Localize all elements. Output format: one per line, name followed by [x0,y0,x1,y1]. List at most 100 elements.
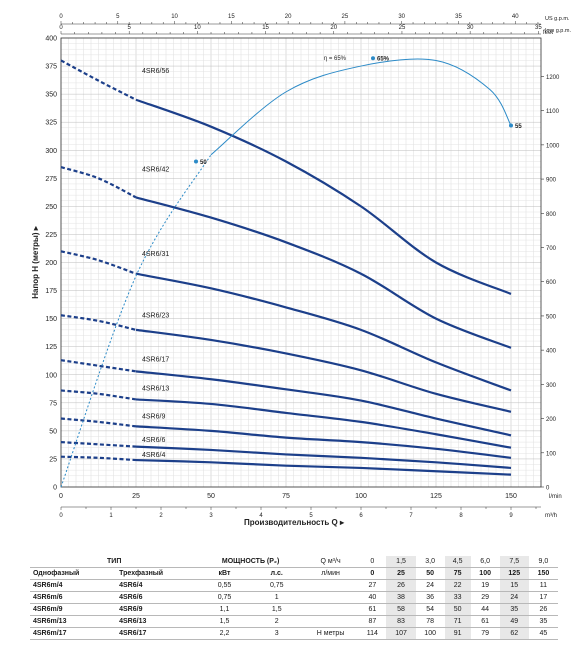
x-tick-label: 50 [207,493,215,500]
y-tick-label: 125 [45,344,57,351]
x-tick-label: 75 [282,493,290,500]
plot-frame [60,37,542,488]
y-tick-label: 400 [45,36,57,43]
table-row: 4SR6m/6 4SR6/6 0,75 1 40 38 36 33 29 24 17 [30,591,558,604]
header-three: Трехфазный [116,567,199,580]
power-hp: 0,75 [250,579,303,592]
efficiency-point [194,159,198,164]
q-m3h-cell: 4,5 [444,556,471,568]
y2-tick-label: 100 [546,451,557,457]
q-lmin-cell: 50 [415,567,445,580]
y2-tick-label: 1100 [546,109,560,115]
us-tick-label: 5 [116,14,120,20]
y2-tick-label: 800 [546,212,557,218]
x2-tick-label: 0 [59,513,63,519]
q-lmin-cell: 100 [470,567,500,580]
table-header-row: ТИП МОЩНОСТЬ (P₂) Q м³/ч 0 1,5 3,0 4,5 6,0 7,5 9,… [30,556,558,568]
head-value: 35 [499,603,529,616]
header-type: ТИП [30,556,199,568]
q-unit-m3h: Q м³/ч [302,556,359,568]
imp-tick-label: 15 [262,25,269,31]
chart-grid [60,37,542,488]
curve-4SR6/56 [135,98,512,295]
head-value: 71 [444,615,471,628]
y2-tick-label: 600 [546,280,557,286]
q-m3h-cell: 3,0 [415,556,445,568]
model-three: 4SR6/17 [116,627,199,640]
model-single: 4SR6m/4 [30,579,117,592]
h-unit-cell [302,603,359,616]
efficiency-point-label: 50 [200,160,207,166]
x2-tick-label: 5 [309,513,313,519]
h-unit-cell: H метры [302,627,359,640]
efficiency-line-dashed [60,154,212,488]
y2-tick-label: 400 [546,349,557,355]
y-tick-label: 150 [45,316,57,323]
y-tick-label: 225 [45,232,57,239]
x-axis-title: Производительность Q ▸ [244,518,345,527]
us-tick-label: 10 [171,14,178,20]
y-tick-label: 0 [53,485,57,492]
table-row: 4SR6m/4 4SR6/4 0,55 0,75 27 26 24 22 19 15 11 [30,579,558,592]
model-single: 4SR6m/17 [30,627,117,640]
head-value: 107 [386,627,416,640]
us-tick-label: 30 [398,14,405,20]
y2-tick-label: 900 [546,178,557,184]
head-value: 33 [444,591,471,604]
performance-chart: 0255075100125150175200225250275300325350… [31,14,571,527]
series-label: 4SR6/23 [142,313,169,320]
efficiency-point-label: 55 [515,124,522,130]
model-single: 4SR6m/13 [30,615,117,628]
head-value: 114 [358,627,387,640]
table-subheader-row: Однофазный Трехфазный кВт л.с. л/мин 0 25 50 75 1… [30,567,558,580]
head-value: 15 [499,579,529,592]
chart-labels: 4SR6/56 4SR6/42 4SR6/31 4SR6/23 4SR6/17 4SR6/… [142,56,522,459]
x2-tick-label: 1 [109,513,113,519]
head-value: 24 [415,579,445,592]
model-three: 4SR6/9 [116,603,199,616]
q-lmin-cell: 150 [528,567,558,580]
x-tick-label: 150 [505,493,517,500]
head-value: 61 [470,615,500,628]
us-tick-label: 35 [455,14,462,20]
y-tick-label: 250 [45,204,57,211]
us-tick-label: 25 [342,14,349,20]
imp-tick-label: 30 [467,25,474,31]
head-value: 24 [499,591,529,604]
head-value: 54 [415,603,445,616]
imp-tick-label: 35 [535,25,542,31]
imp-tick-label: 5 [128,25,132,31]
y-tick-label: 300 [45,148,57,155]
curve-4SR6/23 [135,328,512,413]
head-value: 83 [386,615,416,628]
efficiency-point-label: 65% [377,57,390,63]
curve-4SR6/4 [135,458,512,476]
y2-tick-label: 1000 [546,143,560,149]
head-value: 49 [499,615,529,628]
q-lmin-cell: 0 [358,567,387,580]
series-label: 4SR6/6 [142,437,165,444]
head-value: 50 [444,603,471,616]
y2-tick-label: 200 [546,417,557,423]
power-kw: 0,55 [198,579,251,592]
imp-tick-label: 25 [399,25,406,31]
efficiency-point [371,56,375,61]
series-label: 4SR6/4 [142,452,165,459]
curve-dashed-4SR6/9 [60,417,137,428]
us-tick-label: 0 [59,14,63,20]
chart-axes: 0255075100125150175200225250275300325350… [31,14,571,527]
y2-tick-label: 500 [546,314,557,320]
y-tick-label: 75 [49,400,57,407]
x2-tick-label: 9 [509,513,513,519]
head-value: 26 [528,603,558,616]
head-value: 17 [528,591,558,604]
power-kw: 1,1 [198,603,251,616]
curve-dashed-4SR6/42 [60,166,137,199]
model-three: 4SR6/6 [116,591,199,604]
curve-4SR6/31 [135,272,512,392]
x2-unit-label: m³/h [545,513,557,519]
power-kw: 2,2 [198,627,251,640]
curve-dashed-4SR6/56 [60,59,137,101]
h-unit-cell [302,615,359,628]
head-value: 22 [444,579,471,592]
